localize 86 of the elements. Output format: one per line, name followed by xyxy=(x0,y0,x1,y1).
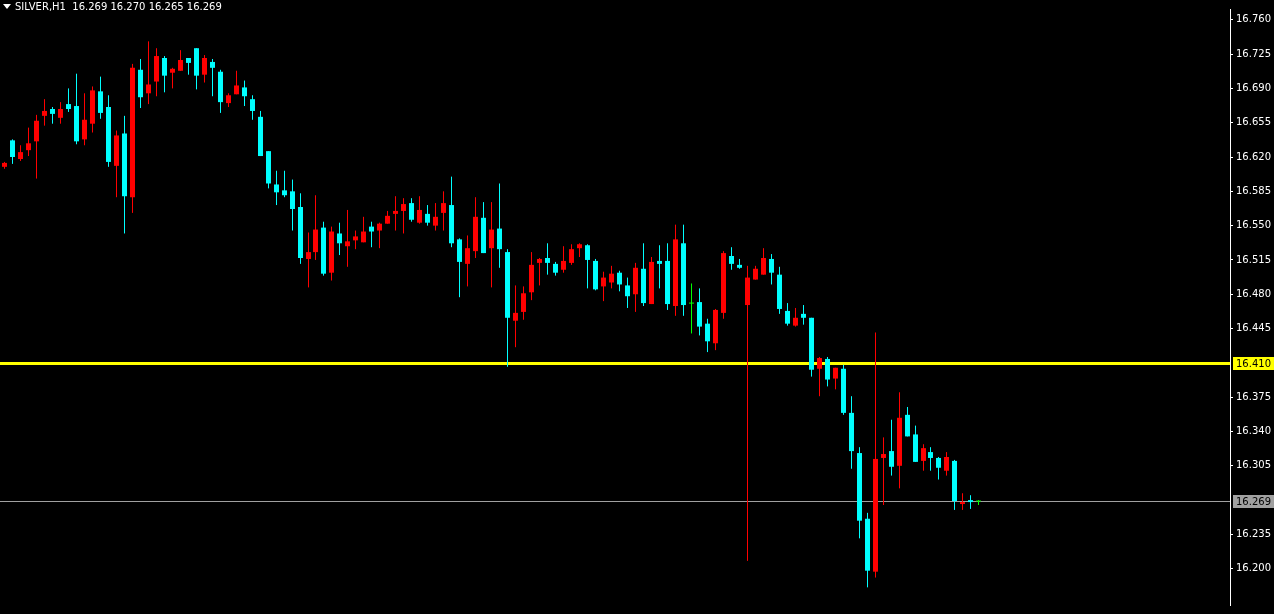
candlestick xyxy=(10,138,15,165)
candlestick xyxy=(657,244,662,289)
y-tick-label: 16.340 xyxy=(1236,425,1271,437)
candlestick xyxy=(944,451,949,477)
y-tick-label: 16.585 xyxy=(1236,184,1271,196)
candlestick xyxy=(290,179,295,232)
candlestick xyxy=(210,58,215,97)
candlestick xyxy=(625,277,630,309)
candlestick xyxy=(393,195,398,232)
y-tick-label: 16.200 xyxy=(1236,562,1271,574)
candlestick xyxy=(769,253,774,285)
candlestick xyxy=(817,356,822,397)
candlestick xyxy=(274,170,279,206)
candlestick xyxy=(785,302,790,327)
candlestick xyxy=(928,446,933,472)
candlestick xyxy=(313,194,318,261)
candlestick xyxy=(545,242,550,276)
candlestick xyxy=(58,101,63,125)
candlestick xyxy=(282,170,287,198)
candlestick xyxy=(170,67,175,89)
candlestick xyxy=(761,247,766,276)
candlestick xyxy=(409,197,414,223)
candlestick xyxy=(457,237,462,298)
candlestick xyxy=(433,202,438,232)
candlestick xyxy=(889,419,894,477)
ref-line-label: 16.410 xyxy=(1236,357,1271,369)
candlestick xyxy=(601,271,606,302)
candlestick xyxy=(66,87,71,113)
candlestick xyxy=(425,204,430,227)
candlestick xyxy=(729,246,734,271)
candlestick xyxy=(801,304,806,326)
candlestick xyxy=(417,195,422,225)
candlestick xyxy=(345,209,350,268)
candlestick xyxy=(401,197,406,234)
y-tick-label: 16.375 xyxy=(1236,390,1271,402)
candlestick xyxy=(465,234,470,287)
candlestick xyxy=(146,40,151,105)
y-tick-label: 16.620 xyxy=(1236,150,1271,162)
candlestick xyxy=(337,222,342,256)
candlestick xyxy=(353,230,358,250)
candlestick xyxy=(489,201,494,288)
y-tick-label: 16.760 xyxy=(1236,13,1271,25)
candlestick xyxy=(162,55,167,93)
chart-title: SILVER,H1 16.269 16.270 16.265 16.269 xyxy=(15,1,222,12)
candlestick xyxy=(745,265,750,562)
candlestick xyxy=(825,356,830,387)
ref-line-label: 16.269 xyxy=(1236,495,1271,507)
candlestick xyxy=(561,245,566,274)
candlestick xyxy=(705,318,710,353)
candlestick xyxy=(250,94,255,121)
candlestick xyxy=(617,270,622,292)
candlestick xyxy=(242,80,247,107)
y-tick-label: 16.515 xyxy=(1236,253,1271,265)
candlestick xyxy=(202,54,207,84)
candlestick xyxy=(569,243,574,266)
candlestick xyxy=(377,222,382,249)
y-tick-label: 16.655 xyxy=(1236,116,1271,128)
candlestick xyxy=(26,127,31,157)
y-tick-label: 16.725 xyxy=(1236,47,1271,59)
y-tick-label: 16.445 xyxy=(1236,322,1271,334)
candlestick xyxy=(98,76,103,120)
candlestick xyxy=(42,98,47,127)
candlestick xyxy=(609,265,614,289)
candlestick xyxy=(82,92,87,146)
candlestick xyxy=(513,284,518,348)
candlestick xyxy=(585,243,590,289)
candlestick xyxy=(497,182,502,269)
candlestick xyxy=(921,443,926,472)
candlestick xyxy=(905,406,910,437)
y-tick-label: 16.305 xyxy=(1236,459,1271,471)
y-tick-label: 16.480 xyxy=(1236,287,1271,299)
candlestick xyxy=(688,282,695,334)
candlestick xyxy=(178,49,183,72)
candlestick xyxy=(361,216,366,243)
candlestick xyxy=(369,221,374,248)
candlestick xyxy=(34,114,39,180)
candlestick xyxy=(793,307,798,328)
candlestick xyxy=(537,257,542,286)
y-tick-label: 16.550 xyxy=(1236,219,1271,231)
y-tick-label: 16.235 xyxy=(1236,528,1271,540)
y-tick-label: 16.690 xyxy=(1236,82,1271,93)
candlestick xyxy=(521,285,526,321)
candlestick xyxy=(881,436,886,506)
candlestick xyxy=(936,456,941,481)
candlestick xyxy=(306,232,311,288)
candlestick xyxy=(441,190,446,232)
